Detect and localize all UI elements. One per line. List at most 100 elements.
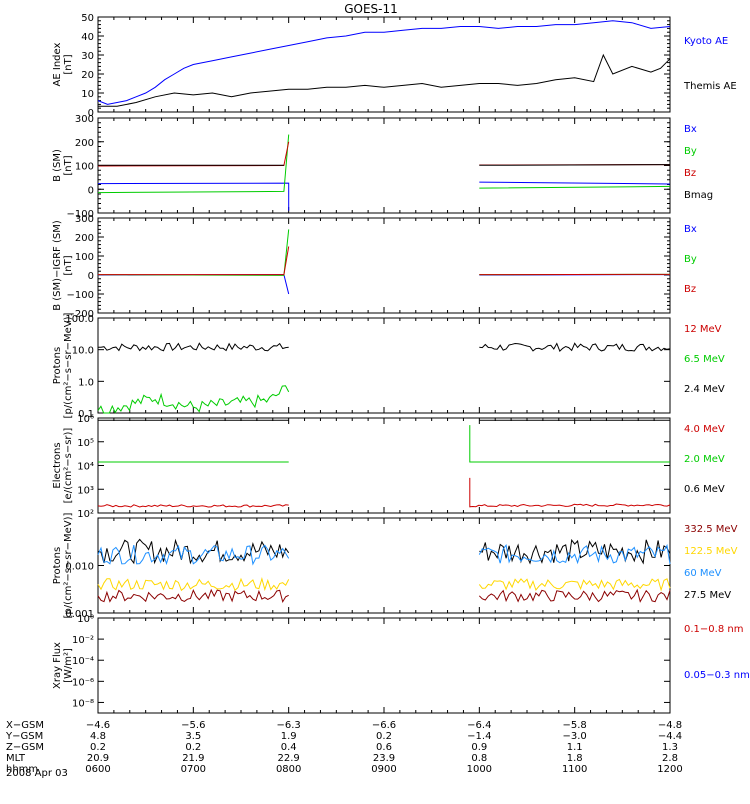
ephemeris-row-label: hhmm <box>6 764 38 775</box>
y-tick-label: 0 <box>88 185 94 196</box>
legend-entry: Bmag <box>684 190 713 201</box>
y-tick-label: 40 <box>81 32 94 43</box>
ephemeris-value: 0700 <box>181 764 206 775</box>
ephemeris-value: 22.9 <box>278 753 300 764</box>
series-line-2.4-mev <box>98 342 671 352</box>
y-tick-label: 100 <box>75 252 94 263</box>
y-tick-label: 10⁴ <box>77 462 94 473</box>
ephemeris-value: 1.8 <box>567 753 583 764</box>
y-axis-label: [e/(cm²−s−sr)] <box>63 428 74 504</box>
y-tick-label: 10⁻² <box>72 635 94 646</box>
y-tick-label: 0 <box>88 271 94 282</box>
ephemeris-value: 0.2 <box>90 742 106 753</box>
ephemeris-value: 1.3 <box>662 742 678 753</box>
y-tick-label: 10⁶ <box>77 414 94 425</box>
ephemeris-value: −4.8 <box>658 720 682 731</box>
legend-entry: 6.5 MeV <box>684 354 725 365</box>
series-line-6.5-mev <box>97 385 290 414</box>
ephemeris-value: 0.6 <box>376 742 392 753</box>
series-line-by <box>97 134 671 194</box>
panel-bdiff: −200 −100 0 100 200 300 B (SM)−IGRF (SM) [nT] Bx… <box>52 214 697 320</box>
y-axis-label: B (SM) <box>52 149 63 182</box>
legend-entry: Kyoto AE <box>684 36 728 47</box>
y-tick-label: 0.1 <box>78 409 94 420</box>
ephemeris-value: 3.5 <box>185 731 201 742</box>
ephemeris-value: 0.8 <box>471 753 487 764</box>
legend-entry: Bx <box>684 224 697 235</box>
series-line-332.5-mev <box>97 588 671 603</box>
y-tick-label: 20 <box>81 70 94 81</box>
ephemeris-value: −5.6 <box>181 720 205 731</box>
date-label: 2008 Apr 03 <box>6 768 68 779</box>
y-axis-label: [W/m²] <box>63 648 74 683</box>
ephemeris-value: 20.9 <box>87 753 109 764</box>
ephemeris-value: 21.9 <box>182 753 204 764</box>
series-line-bx <box>97 274 671 295</box>
y-axis-label: Xray Flux <box>52 642 63 689</box>
ephemeris-value: 0.2 <box>185 742 201 753</box>
y-axis-label: B (SM)−IGRF (SM) <box>52 220 63 311</box>
y-axis-label: Electrons <box>52 442 63 488</box>
legend-entry: 2.4 MeV <box>684 384 725 395</box>
ephemeris-value: 1000 <box>467 764 492 775</box>
legend-entry: By <box>684 146 697 157</box>
y-axis-label: [nT] <box>63 255 74 275</box>
legend-entry: 0.1−0.8 nm <box>684 624 743 635</box>
ephemeris-value: 0.4 <box>281 742 297 753</box>
ephemeris-value: 1100 <box>562 764 587 775</box>
ephemeris-value: 1200 <box>657 764 682 775</box>
y-axis-label: AE Index <box>52 42 63 86</box>
series-line-bx <box>97 181 671 211</box>
y-tick-label: 0.001 <box>65 609 94 620</box>
y-tick-label: 30 <box>81 51 94 62</box>
y-tick-label: 10⁻⁸ <box>72 698 94 709</box>
y-tick-label: −200 <box>67 309 94 320</box>
ephemeris-value: 0800 <box>276 764 301 775</box>
legend-entry: 60 MeV <box>684 568 722 579</box>
y-tick-label: 100 <box>75 162 94 173</box>
legend-entry: 27.5 MeV <box>684 590 731 601</box>
y-tick-label: 10 <box>81 89 94 100</box>
y-tick-label: 200 <box>75 233 94 244</box>
series-line-4.0-mev <box>97 477 671 508</box>
ephemeris-table: X−GSMY−GSMZ−GSMMLThhmm−4.64.80.220.90600… <box>5 720 683 775</box>
y-tick-label: 50 <box>81 13 94 24</box>
series-line-bz <box>98 246 671 276</box>
series-line-themis-ae <box>98 53 671 107</box>
series-line-60-mev <box>97 543 671 566</box>
y-tick-label: 10² <box>77 509 94 520</box>
panel-frame <box>97 417 671 514</box>
legend-entry: 332.5 MeV <box>684 524 738 535</box>
ephemeris-value: 4.8 <box>90 731 106 742</box>
ephemeris-value: 23.9 <box>373 753 395 764</box>
y-tick-label: 300 <box>75 114 94 125</box>
y-axis-label: [nT] <box>63 54 74 74</box>
y-tick-label: 0.010 <box>65 562 94 573</box>
y-tick-label: 10⁻⁴ <box>72 656 94 667</box>
legend-entry: Bx <box>684 124 697 135</box>
legend-entry: Bz <box>684 284 696 295</box>
ephemeris-row-label: Z−GSM <box>6 742 44 753</box>
y-tick-label: 0 <box>88 108 94 119</box>
ephemeris-value: −6.6 <box>372 720 396 731</box>
series-line-kyoto-ae <box>97 20 671 105</box>
panel-frame <box>97 617 671 714</box>
legend-entry: 12 MeV <box>684 324 722 335</box>
ephemeris-value: 1.1 <box>567 742 583 753</box>
y-tick-label: 10.0 <box>72 346 94 357</box>
y-axis-label: [p/(cm²−s−sr−MeV)] <box>63 312 74 418</box>
y-tick-label: −100 <box>67 290 94 301</box>
y-tick-label: 10⁵ <box>77 438 94 449</box>
panel-electrons: 10² 10³ 10⁴ 10⁵ 10⁶ Electrons [e/(cm²−s−sr)] 4.… <box>52 414 725 520</box>
y-axis-label: [p/(cm²−s−sr−MeV)] <box>63 512 74 618</box>
legend-entry: 0.6 MeV <box>684 484 725 495</box>
panel-frame <box>97 16 671 113</box>
ephemeris-value: −6.4 <box>467 720 491 731</box>
legend-entry: 4.0 MeV <box>684 424 725 435</box>
series-line-by <box>97 229 671 276</box>
ephemeris-value: 1.9 <box>281 731 297 742</box>
